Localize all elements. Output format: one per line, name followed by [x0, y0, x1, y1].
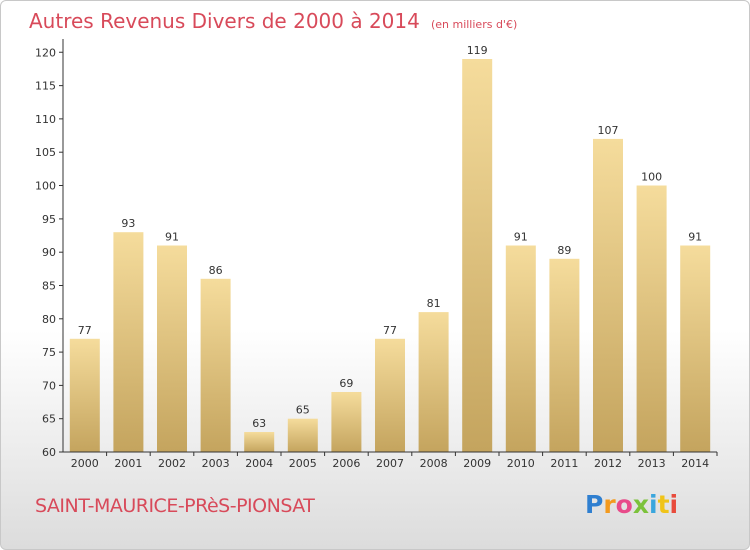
data-label-2014: 91 — [688, 231, 702, 244]
logo-letter: x — [632, 490, 649, 519]
x-tick-label-2007: 2007 — [376, 457, 404, 470]
y-tick-label-90: 90 — [42, 246, 56, 259]
bar-2003 — [200, 278, 231, 452]
x-tick-label-2010: 2010 — [507, 457, 535, 470]
x-tick-label-2008: 2008 — [420, 457, 448, 470]
data-label-2011: 89 — [557, 244, 571, 257]
y-tick-label-60: 60 — [42, 446, 56, 459]
commune-name: SAINT-MAURICE-PRèS-PIONSAT — [35, 495, 315, 517]
data-label-2010: 91 — [514, 231, 528, 244]
x-tick-label-2006: 2006 — [332, 457, 360, 470]
x-tick-label-2002: 2002 — [158, 457, 186, 470]
y-tick-label-95: 95 — [42, 213, 56, 226]
x-tick-label-2004: 2004 — [245, 457, 273, 470]
data-label-2009: 119 — [467, 44, 488, 57]
data-label-2000: 77 — [78, 324, 92, 337]
bar-2000 — [69, 338, 100, 452]
bar-2007 — [375, 338, 405, 452]
logo-letter: t — [657, 490, 670, 519]
logo-letter: r — [603, 490, 616, 519]
logo-letter: i — [649, 490, 658, 519]
data-label-2003: 86 — [209, 264, 223, 277]
bar-2001 — [113, 232, 144, 452]
logo-letter: o — [615, 490, 633, 519]
bar-2002 — [157, 245, 187, 452]
y-tick-label-70: 70 — [42, 379, 56, 392]
logo-letter: P — [585, 490, 604, 519]
data-label-2002: 91 — [165, 231, 179, 244]
y-tick-label-100: 100 — [35, 180, 56, 193]
bar-2011 — [549, 258, 580, 452]
x-tick-label-2001: 2001 — [114, 457, 142, 470]
y-tick-label-65: 65 — [42, 413, 56, 426]
y-tick-label-120: 120 — [35, 46, 56, 59]
proxiti-logo: Proxiti — [585, 490, 678, 519]
y-tick-label-105: 105 — [35, 146, 56, 159]
x-tick-label-2005: 2005 — [289, 457, 317, 470]
x-tick-label-2003: 2003 — [202, 457, 230, 470]
data-label-2001: 93 — [121, 217, 135, 230]
y-tick-label-110: 110 — [35, 113, 56, 126]
data-label-2013: 100 — [641, 171, 662, 184]
data-label-2012: 107 — [598, 124, 619, 137]
y-tick-label-75: 75 — [42, 346, 56, 359]
data-label-2004: 63 — [252, 417, 266, 430]
y-tick-label-80: 80 — [42, 313, 56, 326]
bar-2012 — [593, 138, 623, 452]
x-tick-label-2013: 2013 — [638, 457, 666, 470]
x-tick-label-2009: 2009 — [463, 457, 491, 470]
x-tick-label-2000: 2000 — [71, 457, 99, 470]
bar-2009 — [462, 59, 493, 452]
x-tick-label-2012: 2012 — [594, 457, 622, 470]
bar-2006 — [331, 392, 362, 452]
chart-title: Autres Revenus Divers de 2000 à 2014 — [29, 9, 420, 33]
chart-subtitle: (en milliers d'€) — [430, 18, 518, 31]
y-tick-label-85: 85 — [42, 280, 56, 293]
bar-2010 — [505, 245, 536, 452]
data-label-2007: 77 — [383, 324, 397, 337]
data-label-2005: 65 — [296, 404, 310, 417]
logo-letter: i — [669, 490, 679, 519]
bar-2008 — [418, 312, 449, 452]
x-tick-label-2011: 2011 — [550, 457, 578, 470]
bar-2013 — [636, 185, 667, 452]
y-tick-label-115: 115 — [35, 80, 56, 93]
x-tick-label-2014: 2014 — [681, 457, 709, 470]
bar-2004 — [244, 432, 275, 452]
bar-2014 — [680, 245, 711, 452]
bar-2005 — [287, 418, 318, 452]
data-label-2006: 69 — [339, 377, 353, 390]
title-row: Autres Revenus Divers de 2000 à 2014 (en… — [29, 9, 517, 33]
data-label-2008: 81 — [427, 297, 441, 310]
